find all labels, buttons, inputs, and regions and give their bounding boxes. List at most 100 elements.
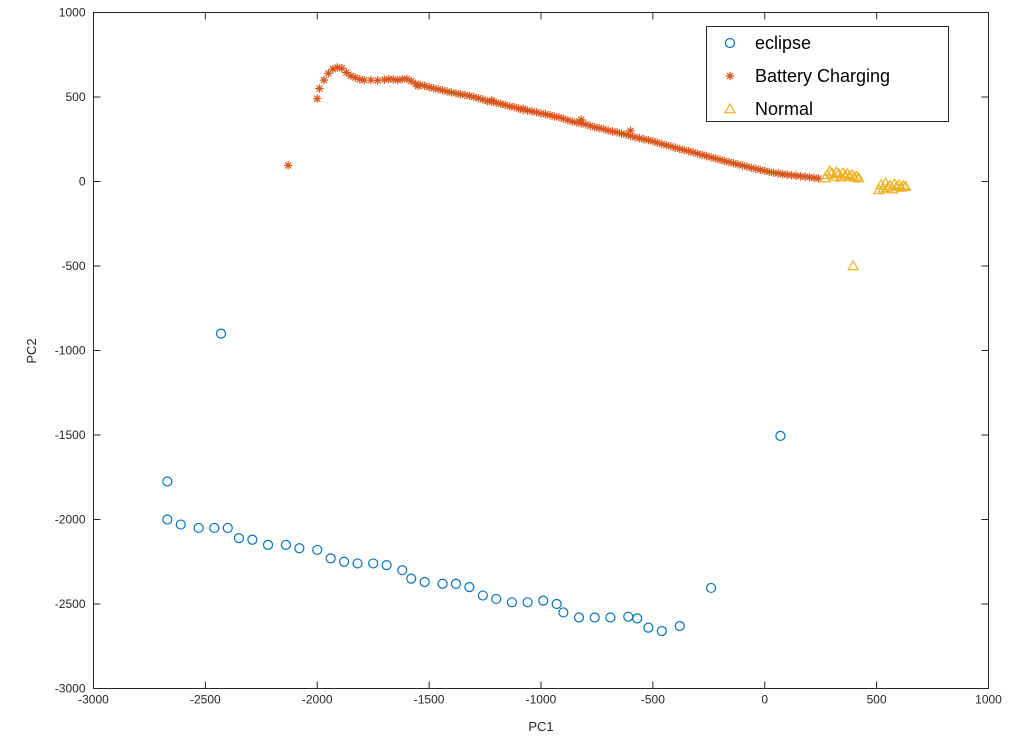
data-point: [872, 183, 885, 195]
x-tick-label: -1500: [414, 693, 445, 707]
data-point: [162, 476, 173, 487]
data-point: [419, 576, 430, 588]
y-tick-label: -3000: [55, 682, 86, 696]
data-point: [773, 169, 783, 178]
data-point: [850, 170, 863, 181]
y-axis-label: PC2: [24, 338, 39, 363]
data-points: [162, 63, 912, 637]
series-battery-charging: [283, 63, 823, 183]
legend-marker: [725, 71, 735, 81]
legend-marker: [723, 102, 737, 114]
y-tick-label: -2000: [55, 513, 86, 527]
data-point: [450, 578, 462, 589]
data-point: [605, 612, 616, 623]
axis-ticks: -3000 -2500 -2000 -1500 -1000 -500 0 500 1000 -30…: [55, 6, 1002, 707]
data-point: [437, 578, 448, 589]
data-point: [380, 75, 389, 84]
data-point: [464, 581, 475, 593]
data-point: [233, 532, 245, 544]
data-point: [397, 565, 408, 576]
data-point: [162, 514, 173, 525]
x-axis-label: PC1: [528, 719, 553, 734]
y-tick-label: -500: [61, 259, 85, 273]
data-point: [175, 519, 186, 530]
data-point: [280, 539, 292, 550]
y-tick-label: -1000: [55, 344, 86, 358]
data-point: [339, 556, 350, 567]
series-eclipse: [162, 328, 786, 637]
data-point: [852, 171, 865, 183]
data-point: [487, 96, 496, 105]
x-tick-label: -3000: [78, 693, 109, 707]
legend-box: [706, 26, 949, 122]
data-point: [558, 607, 569, 618]
x-tick-label: -1000: [526, 693, 557, 707]
data-point: [283, 161, 293, 170]
x-tick-label: 500: [867, 693, 887, 707]
legend-marker: [724, 37, 736, 49]
data-point: [407, 76, 416, 86]
data-point: [577, 115, 586, 125]
data-point: [315, 84, 324, 93]
data-point: [342, 68, 351, 77]
data-point: [897, 179, 910, 191]
legend: eclipse Battery Charging Normal: [706, 26, 949, 122]
data-point: [674, 620, 685, 632]
data-point: [643, 622, 654, 633]
data-point: [705, 582, 717, 594]
data-point: [215, 328, 227, 339]
x-tick-label: 1000: [975, 693, 1002, 707]
plot-area: [93, 12, 989, 689]
series-normal: [819, 165, 912, 271]
data-point: [294, 543, 305, 554]
x-tick-label: -2000: [302, 693, 333, 707]
data-point: [518, 104, 528, 114]
data-point: [325, 553, 336, 564]
axes-box: [93, 12, 989, 689]
y-tick-label: -1500: [55, 428, 86, 442]
data-point: [319, 75, 329, 85]
data-point: [586, 121, 595, 130]
data-point: [656, 625, 667, 637]
data-point: [491, 593, 502, 605]
data-point: [506, 597, 518, 608]
data-point: [847, 259, 860, 271]
data-point: [551, 598, 562, 610]
y-tick-label: -2500: [55, 597, 86, 611]
y-tick-label: 1000: [59, 6, 86, 20]
data-point: [312, 544, 323, 556]
data-point: [477, 590, 488, 601]
data-point: [413, 81, 423, 91]
data-point: [522, 597, 533, 608]
data-point: [193, 522, 204, 534]
data-point: [346, 71, 356, 81]
x-tick-label: -500: [641, 693, 665, 707]
y-tick-label: 500: [65, 90, 85, 104]
legend-label: Battery Charging: [755, 66, 890, 86]
data-point: [823, 165, 836, 176]
data-point: [895, 181, 908, 192]
data-point: [313, 94, 322, 103]
legend-label: Normal: [755, 99, 813, 119]
data-point: [632, 613, 643, 624]
data-point: [830, 165, 843, 177]
data-point: [352, 558, 363, 569]
data-point: [247, 534, 258, 545]
data-point: [406, 573, 417, 584]
data-point: [775, 430, 786, 441]
data-point: [684, 146, 693, 156]
data-point: [573, 612, 585, 623]
data-point: [368, 558, 379, 569]
data-point: [381, 560, 392, 571]
data-point: [262, 539, 274, 550]
data-point: [538, 595, 549, 606]
data-point: [222, 522, 233, 534]
data-point: [589, 612, 600, 623]
x-tick-label: -2500: [190, 693, 221, 707]
data-point: [373, 76, 382, 85]
data-point: [899, 180, 912, 191]
data-point: [209, 522, 220, 534]
data-point: [626, 126, 635, 135]
y-tick-label: 0: [79, 175, 86, 189]
